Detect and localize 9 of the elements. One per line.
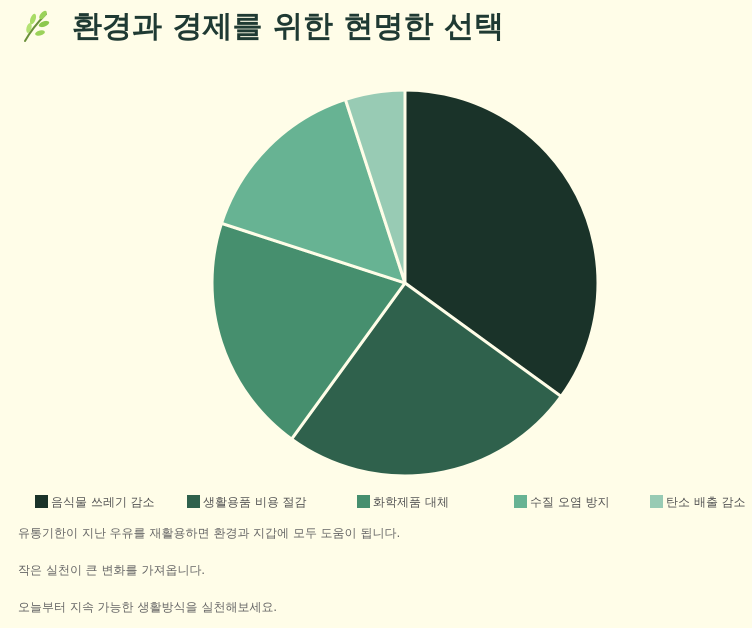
legend-label: 수질 오염 방지 — [530, 495, 610, 509]
legend-label: 탄소 배출 감소 — [666, 495, 746, 509]
text: 작은 실천이 큰 변화를 가져옵니다. — [18, 563, 206, 577]
legend-label: 음식물 쓰레기 감소 — [51, 495, 155, 509]
legend-label: 화학제품 대체 — [373, 495, 449, 509]
text: 유통기한이 지난 우유를 재활용하면 환경과 지갑에 모두 도움이 됩니다. — [18, 526, 400, 540]
legend-label: 생활용품 비용 절감 — [203, 495, 307, 509]
chart-title: 환경과 경제를 위한 현명한 선택 — [72, 9, 504, 44]
text: 오늘부터 지속 가능한 생활방식을 실천해보세요. — [18, 600, 278, 614]
